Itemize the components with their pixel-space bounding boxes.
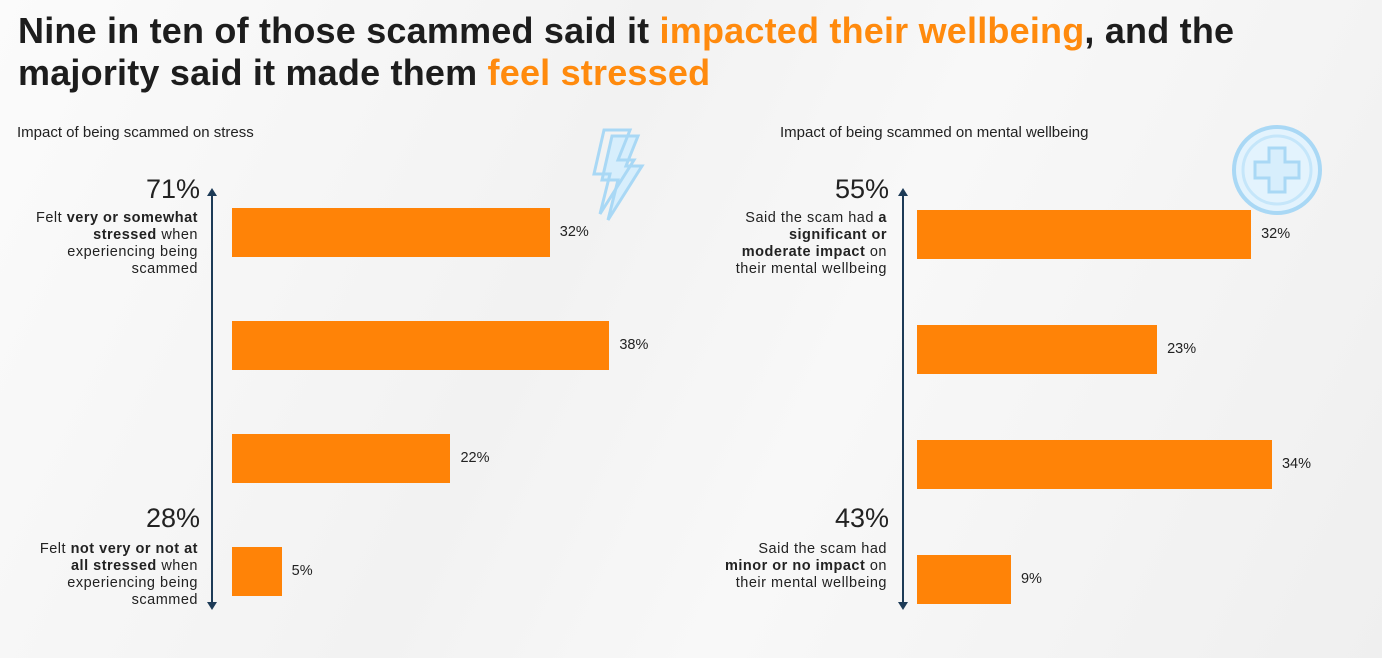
top-group-total: 55% [834, 174, 889, 204]
bar [917, 325, 1158, 374]
bar [232, 208, 550, 257]
data-label: 38% [619, 337, 649, 353]
axis-arrow [898, 188, 908, 610]
title-highlight: feel stressed [487, 52, 711, 93]
medical-cross-icon [1232, 125, 1322, 215]
page-title: Nine in ten of those scammed said it imp… [18, 10, 1378, 94]
title-text: Nine in ten of those scammed said it [18, 10, 660, 51]
top-group-description: Said the scam had a significant or moder… [735, 210, 887, 277]
chart-title: Impact of being scammed on mental wellbe… [780, 124, 1089, 141]
bottom-group-total: 28% [145, 503, 200, 533]
data-label: 32% [1261, 226, 1291, 242]
bottom-group-description: Felt not very or not at all stressed whe… [39, 541, 198, 608]
data-label: 34% [1281, 456, 1311, 472]
bottom-group-description: Said the scam had minor or no impact on … [725, 541, 887, 591]
chart-title: Impact of being scammed on stress [17, 124, 254, 141]
bar [232, 434, 451, 483]
title-text: , and the majority said it made them [18, 10, 1235, 93]
top-group-total: 71% [145, 174, 200, 204]
bar [917, 440, 1272, 489]
data-label: 22% [460, 450, 490, 466]
data-label: 32% [559, 224, 589, 240]
title-highlight: impacted their wellbeing [659, 10, 1085, 51]
lightning-icon [592, 128, 645, 221]
bottom-group-total: 43% [834, 503, 889, 533]
data-label: 23% [1167, 341, 1197, 357]
bar [232, 547, 282, 596]
bar [917, 210, 1252, 259]
data-label: 5% [291, 563, 313, 579]
bar [917, 555, 1011, 604]
top-group-description: Felt very or somewhat stressed when expe… [35, 210, 198, 277]
bar [232, 321, 610, 370]
data-label: 9% [1020, 571, 1042, 587]
axis-arrow [207, 188, 217, 610]
